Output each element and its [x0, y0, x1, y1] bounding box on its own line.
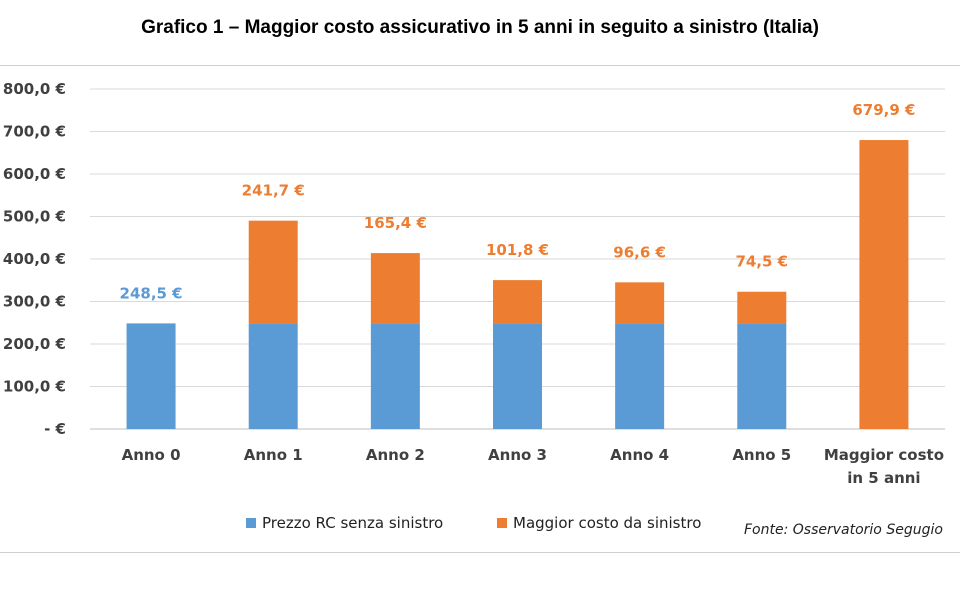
legend-label-series2: Maggior costo da sinistro — [513, 514, 702, 532]
bar-extra-cost — [370, 253, 420, 324]
y-tick-label: 200,0 € — [3, 335, 66, 353]
data-label: 248,5 € — [120, 284, 183, 302]
bar-extra-cost — [615, 282, 665, 324]
y-tick-label: 600,0 € — [3, 165, 66, 183]
data-label: 74,5 € — [735, 253, 788, 271]
category-label: Anno 4 — [610, 446, 669, 464]
data-label: 96,6 € — [613, 243, 666, 261]
bar-extra-cost — [248, 220, 298, 324]
data-label: 101,8 € — [486, 241, 549, 259]
legend-item-series2: Maggior costo da sinistro — [497, 514, 701, 532]
category-label: Anno 0 — [122, 446, 181, 464]
bar-extra-cost — [859, 140, 909, 430]
bar-base-price — [126, 323, 176, 429]
y-tick-label: 500,0 € — [3, 208, 66, 226]
bottom-divider — [0, 552, 960, 553]
category-label: Maggior costo — [824, 446, 944, 464]
legend: Prezzo RC senza sinistro Maggior costo d… — [0, 514, 960, 538]
chart-title: Grafico 1 – Maggior costo assicurativo i… — [141, 17, 819, 38]
bar-base-price — [248, 323, 298, 429]
category-label: in 5 anni — [847, 469, 920, 487]
data-label: 679,9 € — [852, 101, 915, 119]
y-tick-label: - € — [44, 420, 66, 438]
y-tick-label: 700,0 € — [3, 123, 66, 141]
category-label: Anno 3 — [488, 446, 547, 464]
legend-item-series1: Prezzo RC senza sinistro — [246, 514, 443, 532]
y-tick-label: 400,0 € — [3, 250, 66, 268]
top-divider — [0, 65, 960, 66]
legend-label-series1: Prezzo RC senza sinistro — [262, 514, 444, 532]
legend-swatch-blue — [246, 518, 256, 528]
bar-extra-cost — [493, 280, 542, 324]
bar-base-price — [737, 323, 787, 429]
bar-extra-cost — [737, 291, 787, 324]
category-label: Anno 2 — [366, 446, 425, 464]
bar-base-price — [615, 323, 665, 429]
data-label: 165,4 € — [364, 214, 427, 232]
source-note: Fonte: Osservatorio Segugio — [744, 522, 943, 538]
y-tick-label: 100,0 € — [3, 378, 66, 396]
y-tick-label: 300,0 € — [3, 293, 66, 311]
bar-base-price — [370, 323, 420, 429]
category-label: Anno 1 — [244, 446, 303, 464]
legend-swatch-orange — [497, 518, 507, 528]
y-tick-label: 800,0 € — [3, 80, 66, 98]
bar-base-price — [493, 323, 542, 429]
category-label: Anno 5 — [732, 446, 791, 464]
data-label: 241,7 € — [242, 182, 305, 200]
